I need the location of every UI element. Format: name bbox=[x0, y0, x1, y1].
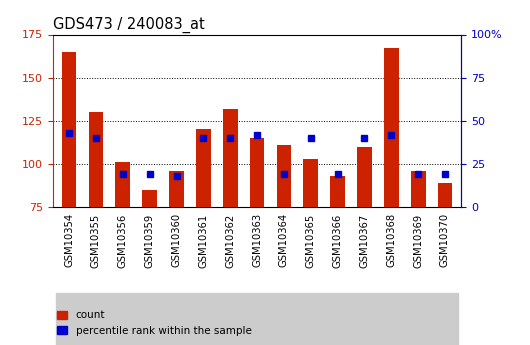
Bar bbox=[303, 159, 318, 207]
Bar bbox=[61, 52, 76, 207]
Bar bbox=[250, 138, 264, 207]
Bar bbox=[56, 293, 458, 345]
Bar bbox=[169, 171, 184, 207]
Bar bbox=[411, 171, 426, 207]
Bar bbox=[330, 176, 345, 207]
Bar bbox=[438, 183, 453, 207]
Bar bbox=[223, 109, 237, 207]
Legend: count, percentile rank within the sample: count, percentile rank within the sample bbox=[53, 306, 256, 340]
Bar bbox=[142, 190, 157, 207]
Bar bbox=[384, 48, 399, 207]
Bar bbox=[196, 129, 211, 207]
Bar bbox=[116, 162, 130, 207]
Text: GDS473 / 240083_at: GDS473 / 240083_at bbox=[53, 17, 205, 33]
Bar bbox=[357, 147, 372, 207]
Bar bbox=[89, 112, 103, 207]
Bar bbox=[277, 145, 292, 207]
